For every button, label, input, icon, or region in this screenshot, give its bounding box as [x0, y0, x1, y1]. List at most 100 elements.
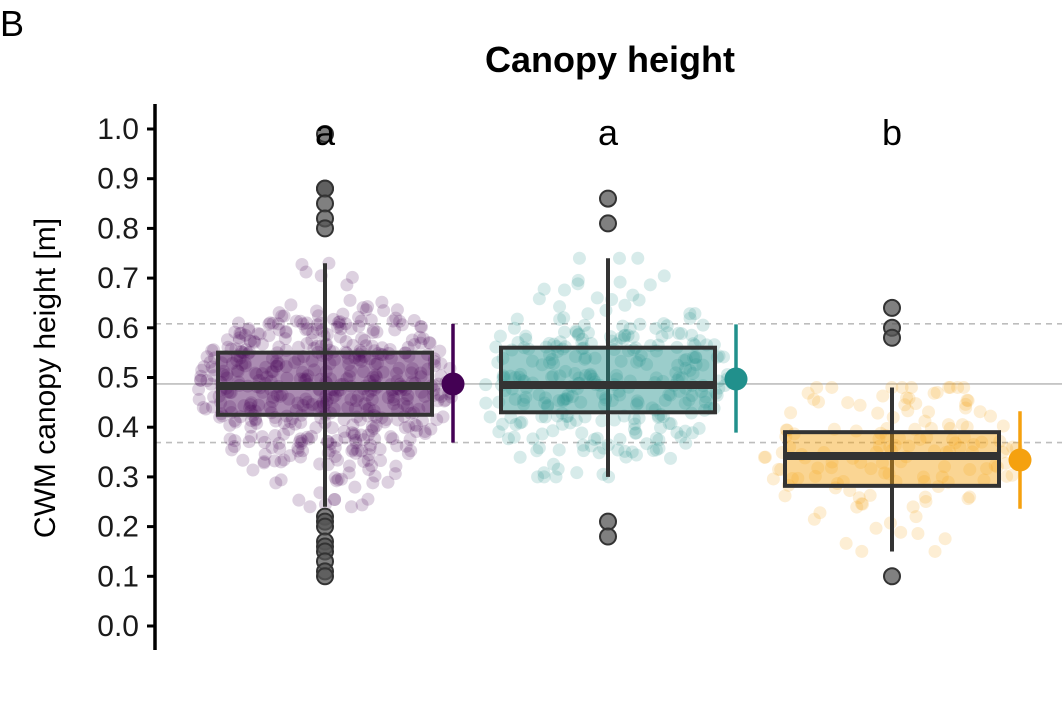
data-point	[357, 333, 371, 347]
data-point	[299, 392, 313, 406]
data-point	[291, 396, 305, 410]
data-point	[400, 399, 414, 413]
data-point	[268, 454, 282, 468]
data-point	[365, 419, 379, 433]
data-point	[270, 359, 284, 373]
data-point	[578, 369, 592, 383]
data-point	[291, 441, 305, 455]
data-point	[195, 363, 209, 377]
data-point	[678, 396, 692, 410]
data-point	[674, 430, 688, 444]
data-point	[346, 338, 360, 352]
data-point	[265, 352, 279, 366]
data-point	[692, 421, 706, 435]
y-axis-title: CWM canopy height [m]	[29, 218, 62, 538]
data-point	[328, 492, 342, 506]
data-point	[422, 336, 436, 350]
data-point	[255, 367, 269, 381]
data-point	[386, 390, 400, 404]
data-point	[479, 378, 493, 392]
data-point	[361, 300, 375, 314]
data-point	[607, 413, 621, 427]
data-point	[197, 360, 211, 374]
data-point	[423, 336, 437, 350]
data-point	[328, 450, 342, 464]
data-point	[299, 265, 313, 279]
data-point	[717, 350, 731, 364]
group-2: a	[479, 112, 748, 546]
data-point	[856, 497, 870, 511]
data-point	[640, 437, 654, 451]
data-point	[356, 301, 370, 315]
data-point	[405, 362, 419, 376]
data-point	[196, 400, 210, 414]
data-point	[479, 396, 493, 410]
data-point	[359, 303, 373, 317]
data-point	[330, 474, 344, 488]
data-point	[203, 355, 217, 369]
data-point	[378, 415, 392, 429]
data-point	[685, 389, 699, 403]
data-point	[855, 544, 869, 558]
data-point	[366, 476, 380, 490]
data-point	[395, 318, 409, 332]
data-point	[689, 358, 703, 372]
outlier-point	[599, 527, 617, 546]
data-point	[938, 532, 952, 546]
data-point	[618, 298, 632, 312]
data-point	[405, 333, 419, 347]
data-point	[244, 396, 258, 410]
data-point	[807, 512, 821, 526]
data-point	[272, 357, 286, 371]
data-point	[677, 354, 691, 368]
data-point	[307, 363, 321, 377]
data-point	[238, 328, 252, 342]
data-point	[220, 333, 234, 347]
data-point	[301, 395, 315, 409]
data-point	[918, 414, 932, 428]
data-point	[558, 392, 572, 406]
data-point	[216, 368, 230, 382]
data-point	[618, 444, 632, 458]
data-point	[588, 351, 602, 365]
data-point	[357, 454, 371, 468]
data-point	[975, 435, 989, 449]
data-point	[613, 432, 627, 446]
data-point	[255, 337, 269, 351]
box	[499, 345, 717, 415]
data-point	[279, 360, 293, 374]
data-point	[983, 409, 997, 423]
data-point	[643, 278, 657, 292]
data-point	[961, 492, 975, 506]
data-point	[565, 390, 579, 404]
data-point	[277, 309, 291, 323]
data-point	[342, 369, 356, 383]
data-point	[341, 351, 355, 365]
data-point	[361, 492, 375, 506]
data-point	[553, 335, 567, 349]
data-point	[841, 396, 855, 410]
data-point	[243, 334, 257, 348]
data-point	[258, 435, 272, 449]
data-point	[284, 298, 298, 312]
data-point	[310, 318, 324, 332]
data-point	[492, 425, 506, 439]
data-point	[581, 326, 595, 340]
outlier-point	[316, 194, 334, 213]
data-point	[501, 432, 515, 446]
data-point	[265, 365, 279, 379]
data-point	[672, 326, 686, 340]
data-point	[571, 273, 585, 287]
data-point	[626, 288, 640, 302]
y-tick-label: 0.9	[97, 163, 139, 196]
data-point	[689, 350, 703, 364]
data-point	[288, 356, 302, 370]
data-point	[483, 410, 497, 424]
data-point	[557, 283, 571, 297]
data-point	[634, 348, 648, 362]
data-point	[553, 312, 567, 326]
data-point	[354, 354, 368, 368]
data-point	[365, 459, 379, 473]
data-point	[266, 390, 280, 404]
data-point	[275, 309, 289, 323]
